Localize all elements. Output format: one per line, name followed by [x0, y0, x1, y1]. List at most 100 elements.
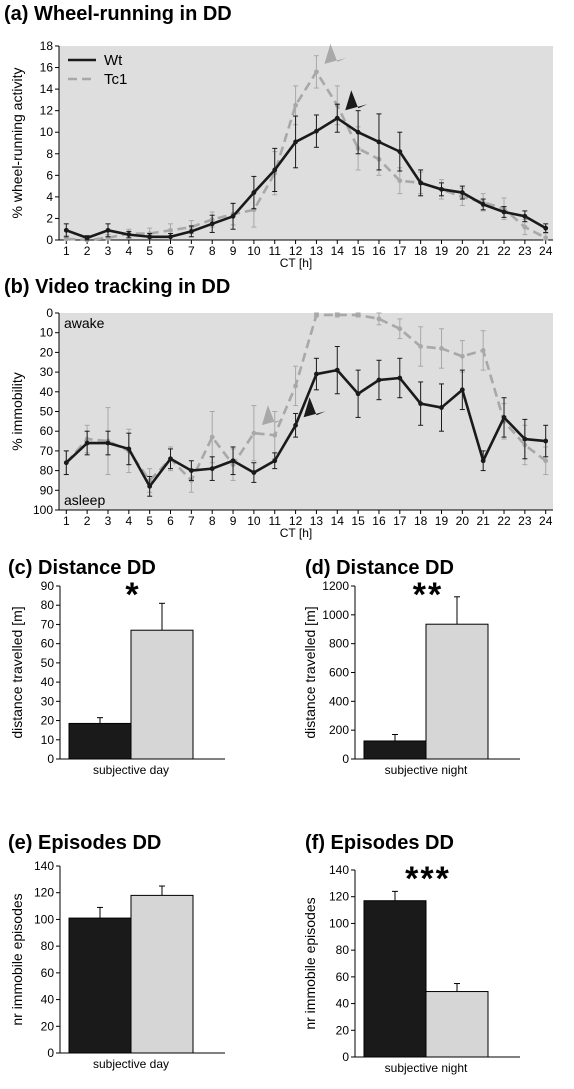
bar-wt — [363, 900, 427, 1058]
data-point — [63, 227, 69, 233]
x-tick-label: 5 — [146, 244, 153, 258]
data-point — [168, 456, 173, 462]
x-tick-label: 19 — [435, 244, 449, 258]
data-point — [272, 432, 278, 438]
data-point — [147, 483, 153, 489]
data-point — [168, 234, 173, 240]
panel-a-title: (a) Wheel-running in DD — [4, 3, 232, 25]
y-tick-label: 60 — [336, 970, 350, 984]
x-tick-label: 19 — [435, 514, 449, 528]
data-point — [126, 232, 132, 238]
x-tick-label: 5 — [146, 514, 153, 528]
data-point — [522, 213, 528, 219]
data-point — [105, 227, 111, 233]
y-tick-label: 10 — [40, 326, 54, 340]
y-tick-label: 12 — [40, 104, 54, 118]
x-tick-label: 22 — [497, 514, 511, 528]
data-point — [209, 434, 215, 440]
x-tick-label: 3 — [105, 244, 112, 258]
y-tick-label: 20 — [40, 345, 54, 359]
y-tick-label: 80 — [40, 464, 54, 478]
series-line-wt — [65, 116, 547, 240]
y-tick-label: 40 — [336, 997, 350, 1011]
data-point — [168, 227, 173, 233]
data-point — [314, 69, 319, 75]
x-tick-label: 20 — [456, 514, 470, 528]
data-point — [251, 190, 257, 195]
data-point — [293, 383, 298, 389]
x-axis-label: CT [h] — [280, 526, 312, 540]
panel-b-title: (b) Video tracking in DD — [4, 276, 231, 298]
data-point — [272, 167, 278, 173]
series-wt — [63, 345, 549, 497]
data-point — [272, 458, 278, 464]
x-axis-label: subjective day — [93, 1057, 169, 1071]
panel-c-title: (c) Distance DD — [8, 557, 156, 579]
y-tick-label: 20 — [41, 1019, 55, 1033]
data-point — [418, 401, 424, 407]
series-wt — [63, 103, 549, 241]
y-tick-label: 14 — [40, 82, 54, 96]
x-tick-label: 1 — [63, 244, 70, 258]
data-point — [543, 458, 549, 464]
y-tick-label: 50 — [41, 656, 55, 670]
x-tick-label: 14 — [331, 244, 345, 258]
x-tick-label: 12 — [289, 244, 303, 258]
y-tick-label: 400 — [329, 694, 349, 708]
y-tick-label: 1200 — [322, 579, 349, 593]
data-point — [63, 460, 69, 466]
x-tick-label: 8 — [209, 514, 216, 528]
x-tick-label: 6 — [167, 514, 174, 528]
y-tick-label: 70 — [40, 444, 54, 458]
y-tick-label: 120 — [34, 886, 54, 900]
x-axis-label: subjective day — [93, 763, 169, 777]
x-tick-label: 18 — [414, 514, 428, 528]
y-tick-label: 200 — [329, 723, 349, 737]
x-tick-label: 4 — [125, 514, 132, 528]
x-tick-label: 10 — [247, 514, 261, 528]
x-tick-label: 13 — [310, 514, 324, 528]
y-tick-label: 1000 — [322, 608, 349, 622]
black-arrowhead — [345, 90, 368, 111]
y-tick-label: 20 — [336, 1023, 350, 1037]
data-point — [293, 102, 298, 108]
x-tick-label: 2 — [84, 514, 91, 528]
x-tick-label: 21 — [476, 244, 490, 258]
data-point — [397, 149, 403, 155]
y-tick-label: 40 — [41, 675, 55, 689]
panel-f-title: (f) Episodes DD — [305, 832, 454, 854]
y-axis-label: distance travelled [m] — [9, 606, 25, 738]
data-point — [459, 353, 465, 359]
data-point — [501, 415, 507, 420]
y-tick-label: 800 — [329, 637, 349, 651]
bar-wt — [363, 740, 427, 760]
x-tick-label: 22 — [497, 244, 511, 258]
x-tick-label: 13 — [310, 244, 324, 258]
data-point — [543, 235, 549, 241]
data-point — [376, 316, 382, 322]
grey-arrowhead — [324, 43, 347, 64]
x-tick-label: 8 — [209, 244, 216, 258]
y-tick-label: 30 — [40, 365, 54, 379]
x-tick-label: 15 — [351, 244, 365, 258]
data-point — [439, 405, 444, 410]
data-point — [459, 387, 465, 393]
y-tick-label: 70 — [41, 617, 55, 631]
y-axis-label: nr immobile episodes — [302, 897, 318, 1029]
y-axis-label: % immobility — [9, 372, 25, 451]
x-tick-label: 18 — [414, 244, 428, 258]
legend-label-tc1: Tc1 — [104, 71, 127, 88]
data-point — [397, 326, 403, 332]
bar-wt — [68, 722, 132, 760]
x-tick-label: 1 — [63, 514, 70, 528]
y-tick-label: 120 — [329, 890, 349, 904]
data-point — [543, 438, 549, 444]
data-point — [314, 312, 319, 318]
data-point — [480, 202, 486, 207]
data-point — [397, 375, 403, 381]
y-tick-label: 0 — [46, 233, 53, 247]
data-point — [334, 115, 340, 121]
data-point — [522, 224, 528, 230]
significance-stars: *** — [405, 860, 451, 898]
